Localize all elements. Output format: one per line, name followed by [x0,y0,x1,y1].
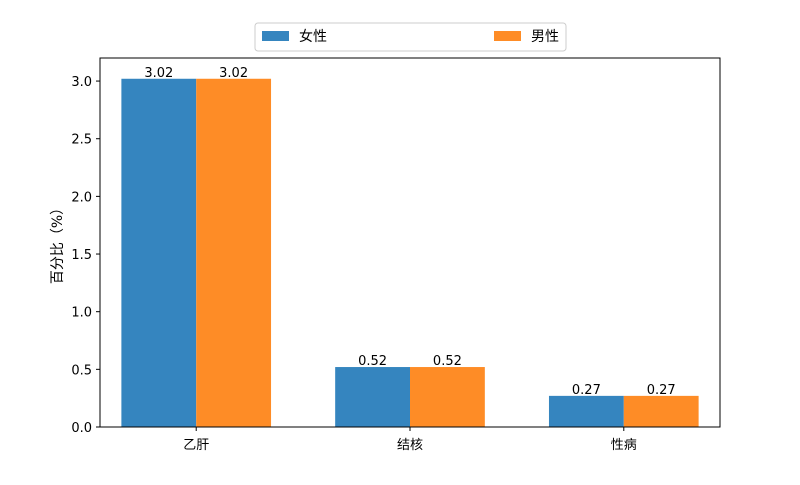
legend-swatch-female [262,31,289,41]
legend: 女性 男性 [254,22,567,52]
legend-frame [254,22,567,52]
data-label-female-1: 0.52 [358,354,387,369]
data-labels-layer: 3.02 0.52 0.27 3.02 0.52 0.27 [144,66,675,398]
y-tick-label-4: 2.0 [71,190,92,205]
y-tick-label-2: 1.0 [71,306,92,321]
x-tick-label-0: 乙肝 [183,438,209,453]
x-axis: 乙肝 结核 性病 [183,427,637,453]
bar-female-2 [548,395,624,427]
y-tick-label-3: 1.5 [71,248,92,263]
bars-layer [121,78,699,427]
data-label-male-0: 3.02 [219,66,248,81]
x-tick-label-2: 性病 [611,438,637,453]
legend-swatch-male [494,31,521,41]
bar-female-0 [121,78,197,427]
data-label-male-1: 0.52 [433,354,462,369]
bar-female-1 [335,367,410,427]
data-label-male-2: 0.27 [647,383,676,398]
y-axis-label: 百分比（%） [50,201,66,284]
data-label-female-2: 0.27 [572,383,601,398]
bar-male-2 [623,395,699,427]
y-tick-label-1: 0.5 [71,363,92,378]
y-tick-label-6: 3.0 [71,75,92,90]
bar-male-0 [196,78,272,427]
legend-label-female: 女性 [299,28,327,45]
legend-label-male: 男性 [531,29,559,45]
y-tick-label-5: 2.5 [71,133,92,148]
data-label-female-0: 3.02 [144,66,173,81]
x-tick-label-1: 结核 [397,438,423,453]
y-tick-label-0: 0.0 [71,421,92,436]
y-axis: 0.0 0.5 1.0 1.5 2.0 2.5 3.0 [71,75,100,436]
bar-male-1 [410,367,485,427]
